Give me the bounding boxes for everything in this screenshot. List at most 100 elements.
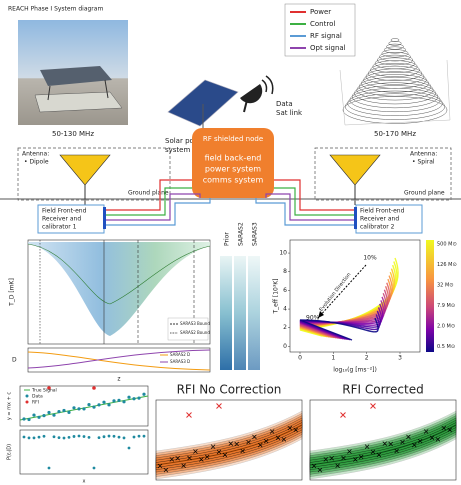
colorbar-label: 7.9 M⊙ <box>437 303 455 309</box>
weight-point <box>103 435 106 438</box>
data-point <box>137 397 140 400</box>
weight-point <box>113 435 116 438</box>
legend-label: SARAS3 Bound <box>180 321 210 326</box>
ground-label: Ground plane <box>128 190 169 197</box>
data-point <box>57 410 60 413</box>
weight-point <box>98 436 101 439</box>
cone-ring <box>357 80 434 100</box>
spiral-symbol <box>330 155 380 185</box>
node-title: RF shielded node <box>203 135 263 143</box>
weight-point <box>48 467 51 470</box>
antenna-type: • Dipole <box>24 159 49 166</box>
band-label: 50-170 MHz <box>374 130 416 138</box>
solar-label: system <box>165 146 190 154</box>
legend-swatch <box>26 395 29 398</box>
data-point <box>42 414 45 417</box>
data-point <box>27 418 30 421</box>
cable <box>256 198 354 225</box>
data-point <box>77 407 80 410</box>
colorbar <box>426 240 434 352</box>
cone-ring <box>380 52 411 61</box>
frontend-label: Field Front-end <box>42 208 87 215</box>
colorbar-labels: 500 M⊙126 M⊙32 M⊙7.9 M⊙2.0 M⊙0.5 M⊙ <box>437 242 457 351</box>
cable <box>274 180 354 210</box>
y2-axis-label: D <box>12 357 17 364</box>
legend-label: Data <box>32 394 43 400</box>
y-tick-label: 10 <box>279 250 287 257</box>
weight-point <box>63 437 66 440</box>
y-axis-label: P(εᵢ|D) <box>7 444 13 460</box>
percent-label: 90% <box>306 315 320 322</box>
frontend-label: Receiver and <box>42 216 81 223</box>
data-point <box>32 414 35 417</box>
weight-point <box>118 436 121 439</box>
cable <box>274 188 354 215</box>
node-line: comms system <box>203 176 264 185</box>
antenna-type: • Spiral <box>412 159 435 166</box>
data-point <box>112 399 115 402</box>
frontend-label: calibrator 2 <box>360 224 395 231</box>
signal-waves <box>262 76 273 94</box>
data-point <box>82 407 85 410</box>
data-point <box>117 399 120 402</box>
frontend-label: calibrator 1 <box>42 224 77 231</box>
x-tick-label: 3 <box>398 355 402 362</box>
weight-point <box>58 436 61 439</box>
weight-point <box>33 437 36 440</box>
frontend-label: Receiver and <box>360 216 399 223</box>
legend-label: RF signal <box>310 32 342 40</box>
data-point <box>107 403 110 406</box>
legend-label: SARAS2 Bound <box>180 330 210 335</box>
legend-swatch <box>26 401 29 404</box>
strip-header: SARAS3 <box>252 222 259 246</box>
strip-header: Prior <box>224 232 231 246</box>
x-tick-label: 1 <box>331 355 335 362</box>
weight-point <box>68 436 71 439</box>
weight-point <box>128 447 131 450</box>
weight-point <box>78 435 81 438</box>
data-point <box>37 416 40 419</box>
node-line: field back-end <box>205 154 262 163</box>
cable <box>266 194 354 220</box>
x-tick-label: 0 <box>298 355 302 362</box>
sat-dish <box>240 84 262 103</box>
connector <box>103 207 106 229</box>
legend-label: SARAS3 D <box>170 359 190 364</box>
ground-label: Ground plane <box>404 190 445 197</box>
data-point <box>62 409 65 412</box>
x-axis-label: log₁₀(g [ms⁻²]) <box>333 367 377 374</box>
y-axis-label: T_eff [10³K] <box>273 278 280 314</box>
weight-point <box>123 437 126 440</box>
strip-header: SARAS2 <box>238 222 245 246</box>
panel-title: RFI No Correction <box>177 383 282 397</box>
data-point <box>92 406 95 409</box>
spiral-antenna-render <box>340 39 450 126</box>
y-tick-label: 6 <box>283 287 287 294</box>
x-axis-label: x <box>83 479 86 485</box>
weight-point <box>93 467 96 470</box>
weight-point <box>23 436 26 439</box>
data-point <box>67 411 70 414</box>
data-point <box>102 401 105 404</box>
strip <box>220 256 232 370</box>
panel-title: RFI Corrected <box>342 383 423 397</box>
root: REACH Phase I System diagram 50-130 MHz … <box>0 4 461 485</box>
legend-label: Power <box>310 8 331 16</box>
weight-point <box>43 435 46 438</box>
y-tick-label: 4 <box>283 306 287 313</box>
weight-point <box>133 436 136 439</box>
band-label: 50-130 MHz <box>52 130 94 138</box>
y-axis-label: T_D [mK] <box>9 278 16 307</box>
data-point <box>52 414 55 417</box>
colorbar-label: 126 M⊙ <box>437 262 457 268</box>
colorbar-label: 500 M⊙ <box>437 242 457 248</box>
weight-point <box>83 435 86 438</box>
colorbar-label: 0.5 M⊙ <box>437 344 455 350</box>
y-tick-label: 8 <box>283 268 287 275</box>
frontend-label: Field Front-end <box>360 208 405 215</box>
legend-label: True Signal <box>31 388 57 394</box>
data-point <box>87 403 90 406</box>
data-point <box>142 393 145 396</box>
colorbar-label: 2.0 M⊙ <box>437 324 455 330</box>
weight-point <box>38 436 41 439</box>
